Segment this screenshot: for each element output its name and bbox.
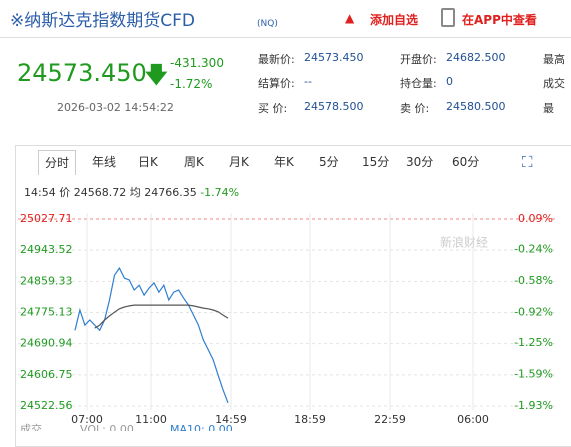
tab[interactable]: 5分 xyxy=(319,155,339,169)
footer-ma: MA10: 0.00 xyxy=(170,423,233,431)
open-app[interactable]: 在APP中查看 xyxy=(462,13,537,27)
stat-label: 结算价: xyxy=(258,77,295,90)
info-line: 14:54 价 24568.72 均 24766.35 -1.74% xyxy=(24,184,239,200)
quote-time: 2026-03-02 14:54:22 xyxy=(57,101,174,114)
x-tick-label: 11:00 xyxy=(135,413,167,426)
stat-label: 最新价: xyxy=(258,53,295,66)
stat-label: 持仓量: xyxy=(400,77,437,90)
info-time: 14:54 xyxy=(24,186,56,199)
y2-tick-label: -1.59% xyxy=(514,368,553,381)
tab[interactable]: 30分 xyxy=(406,155,434,169)
info-price-label: 价 xyxy=(59,186,71,199)
footer-vol-label: 成交 xyxy=(20,422,42,431)
info-change: -1.74% xyxy=(200,186,240,199)
change-pct: -1.72% xyxy=(170,77,213,91)
stat-value: 24578.500 xyxy=(304,100,364,113)
y2-tick-label: -1.93% xyxy=(514,399,553,412)
x-tick-label: 14:59 xyxy=(215,413,247,426)
tab[interactable]: 月K xyxy=(229,155,249,169)
y2-tick-label: -0.58% xyxy=(514,274,553,287)
x-tick-label: 22:59 xyxy=(374,413,406,426)
y-tick-label: 24690.94 xyxy=(20,337,73,350)
tab[interactable]: 分时 xyxy=(38,150,77,175)
y2-tick-label: -0.92% xyxy=(514,306,553,319)
title: ※纳斯达克指数期货CFD xyxy=(10,11,195,31)
y2-tick-label: 0.09% xyxy=(518,212,553,225)
stat-value: 0 xyxy=(446,75,453,88)
add-watch[interactable]: 添加自选 xyxy=(370,13,419,27)
change: -431.300 xyxy=(170,56,224,70)
series-line xyxy=(74,266,229,404)
fullscreen-icon[interactable]: ⛶ xyxy=(522,153,533,171)
flame-icon: ▲ xyxy=(345,11,355,25)
info-price: 24568.72 xyxy=(73,186,127,199)
tab[interactable]: 周K xyxy=(184,155,204,169)
phone-icon xyxy=(441,8,455,27)
stat-label: 开盘价: xyxy=(400,53,437,66)
stat-value: -- xyxy=(304,75,312,88)
info-avg: 24766.35 xyxy=(144,186,197,199)
tab[interactable]: 年K xyxy=(274,155,294,169)
page: ※纳斯达克指数期货CFD (NQ) ▲ 添加自选 在APP中查看 24573.4… xyxy=(0,8,571,447)
x-tick-label: 07:00 xyxy=(71,413,103,426)
footer-vol: VOL: 0.00 xyxy=(80,423,134,431)
y-tick-label: 24943.52 xyxy=(20,243,73,256)
y2-tick-label: -0.24% xyxy=(514,243,553,256)
series-line xyxy=(94,304,229,329)
y-tick-label: 25027.71 xyxy=(20,212,73,225)
chart: 新浪财经 成交 VOL: 0.00 MA10: 0.00 25027.71 249… xyxy=(18,212,555,431)
stat-label: 买 价: xyxy=(258,102,288,115)
y-tick-label: 24775.13 xyxy=(20,306,73,319)
info-avg-label: 均 xyxy=(129,186,141,199)
divider xyxy=(0,37,571,38)
y-tick-label: 24522.56 xyxy=(20,399,73,412)
price: 24573.450 xyxy=(17,59,147,87)
stat-value: 24682.500 xyxy=(446,51,506,64)
tab[interactable]: 60分 xyxy=(452,155,480,169)
stat-label: 最 xyxy=(543,102,554,115)
tab[interactable]: 15分 xyxy=(362,155,390,169)
y-tick-label: 24606.75 xyxy=(20,368,73,381)
down-arrow: 🡇 xyxy=(145,63,168,88)
watermark: 新浪财经 xyxy=(440,235,488,250)
stat-value: 24580.500 xyxy=(446,100,506,113)
y-tick-label: 24859.33 xyxy=(20,274,73,287)
stat-label: 成交 xyxy=(543,77,565,90)
x-tick-label: 18:59 xyxy=(294,413,326,426)
stat-value: 24573.450 xyxy=(304,51,364,64)
stat-label: 卖 价: xyxy=(400,102,430,115)
tab[interactable]: 年线 xyxy=(92,155,117,169)
y2-tick-label: -1.25% xyxy=(514,336,553,349)
code: (NQ) xyxy=(257,19,278,29)
stat-label: 最高 xyxy=(543,53,565,66)
tab[interactable]: 日K xyxy=(138,155,158,169)
x-tick-label: 06:00 xyxy=(457,413,489,426)
